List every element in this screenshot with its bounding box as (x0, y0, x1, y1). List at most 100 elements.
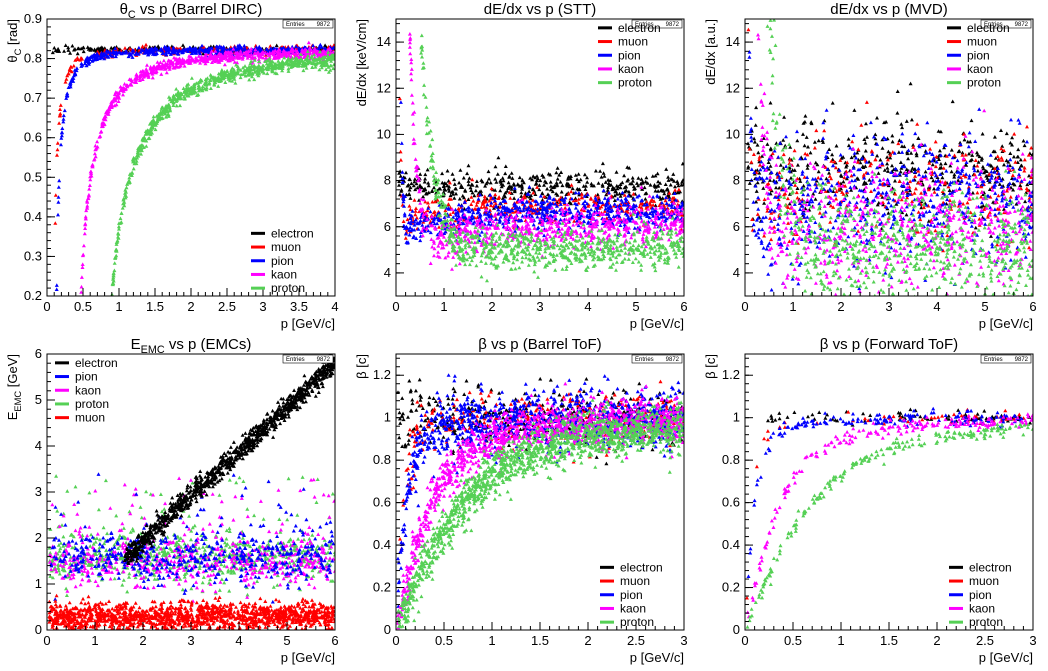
point-proton (161, 108, 166, 113)
point-proton (123, 188, 128, 192)
point-proton (247, 77, 252, 82)
point-kaon (640, 237, 645, 242)
point-kaon (232, 60, 237, 64)
point-electron (407, 187, 412, 192)
point-proton (424, 122, 429, 127)
point-proton (151, 125, 155, 129)
point-proton (511, 260, 516, 265)
point-kaon (615, 215, 620, 220)
point-muon (178, 46, 183, 50)
point-kaon (677, 228, 682, 233)
point-kaon (487, 226, 492, 230)
point-proton (319, 56, 324, 61)
point-proton (113, 255, 118, 259)
point-electron (618, 185, 623, 190)
point-proton (428, 144, 433, 148)
point-electron (440, 180, 445, 185)
point-electron (440, 171, 445, 176)
point-kaon (296, 51, 301, 56)
panel-dirc: 0 0.5 1 1.5 2 2.5 3 3.5 40.20.30.40.50.60.70.80.… (5, 1, 339, 331)
point-pion (651, 214, 656, 218)
point-kaon (549, 221, 554, 226)
point-proton (650, 262, 655, 267)
point-kaon (209, 52, 213, 56)
point-electron (612, 193, 617, 198)
point-pion (606, 208, 611, 212)
point-pion (539, 200, 544, 205)
point-pion (637, 193, 642, 198)
point-pion (401, 176, 405, 181)
point-kaon (587, 223, 592, 228)
point-pion (203, 49, 208, 54)
point-kaon (606, 224, 611, 229)
point-proton (125, 182, 130, 186)
point-proton (170, 99, 175, 104)
point-pion (493, 217, 498, 221)
point-muon (75, 55, 80, 60)
point-kaon (224, 57, 229, 61)
point-muon (529, 203, 534, 208)
point-muon (508, 196, 513, 200)
point-proton (622, 256, 627, 261)
point-kaon (622, 232, 627, 237)
point-pion (74, 66, 79, 70)
point-proton (681, 246, 684, 251)
point-pion (285, 47, 290, 52)
point-electron (519, 190, 524, 195)
point-electron (573, 196, 578, 200)
point-pion (464, 207, 469, 212)
point-proton (652, 264, 657, 269)
point-proton (627, 240, 632, 245)
point-electron (633, 186, 637, 191)
point-kaon (479, 243, 484, 247)
point-pion (506, 217, 511, 222)
point-electron (419, 185, 424, 190)
point-electron (66, 45, 71, 50)
point-pion (486, 212, 491, 217)
point-pion (416, 227, 421, 231)
point-kaon (680, 228, 684, 232)
point-pion (528, 201, 533, 205)
point-kaon (429, 237, 434, 241)
point-proton (665, 250, 669, 254)
point-kaon (474, 218, 479, 223)
point-pion (102, 56, 107, 61)
point-proton (677, 248, 682, 252)
point-proton (577, 238, 582, 242)
point-electron (583, 184, 588, 188)
point-proton (159, 112, 164, 116)
point-electron (498, 188, 503, 193)
point-kaon (475, 221, 480, 226)
point-kaon (118, 84, 123, 89)
point-pion (62, 108, 67, 113)
point-proton (489, 242, 494, 247)
point-pion (242, 43, 247, 48)
point-proton (486, 251, 491, 256)
point-proton (418, 11, 422, 15)
point-electron (81, 45, 86, 50)
point-proton (253, 65, 258, 70)
point-kaon (190, 57, 195, 61)
y-tick-label: 0.9 (24, 11, 42, 26)
point-kaon (89, 169, 94, 174)
point-proton (243, 73, 248, 78)
point-electron (426, 183, 431, 188)
point-proton (658, 253, 663, 257)
point-electron (450, 172, 455, 176)
point-pion (145, 49, 149, 54)
point-electron (565, 181, 569, 185)
point-kaon (589, 238, 594, 242)
point-kaon (411, 137, 416, 141)
point-electron (73, 47, 77, 51)
point-kaon (139, 72, 144, 76)
point-proton (564, 264, 569, 268)
point-kaon (459, 227, 463, 231)
point-pion (658, 211, 663, 215)
point-proton (305, 53, 310, 58)
point-electron (622, 189, 627, 194)
point-proton (431, 166, 436, 171)
point-proton (670, 244, 675, 249)
point-pion (600, 200, 605, 205)
point-kaon (590, 215, 595, 219)
point-proton (118, 216, 123, 221)
